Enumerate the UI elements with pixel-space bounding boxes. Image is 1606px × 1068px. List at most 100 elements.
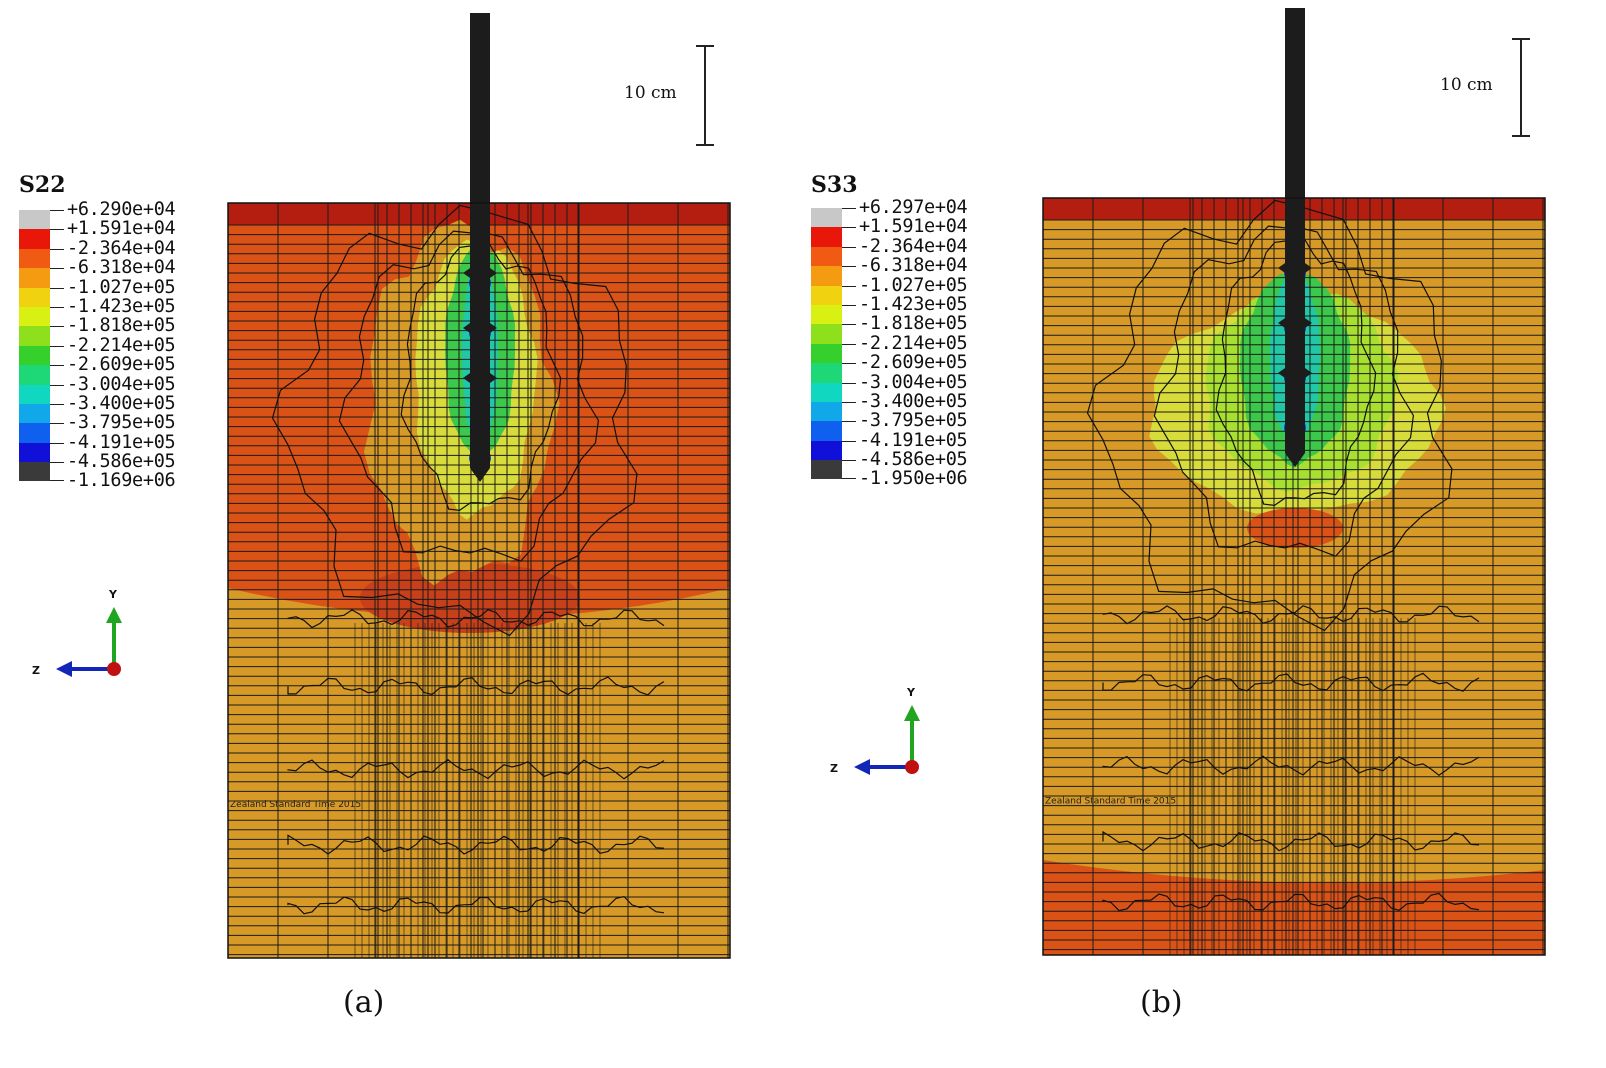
pile-helix <box>463 316 497 340</box>
contour-lines <box>1086 199 1480 912</box>
panel-b: S33 +6.297e+04 +1.591e+04 -2.364e+04 -6.318… <box>800 0 1606 1068</box>
legend-swatch <box>811 246 842 267</box>
legend-label: -3.004e+05 <box>859 371 968 393</box>
legend-label: -1.818e+05 <box>67 315 176 337</box>
y-axis-label: Y <box>906 686 916 699</box>
legend-tick <box>50 287 64 289</box>
legend-swatch <box>811 343 842 364</box>
contour-plot: Zealand Standard Time 2015 <box>1042 8 1546 956</box>
legend-label: -1.027e+05 <box>67 276 176 298</box>
y-arrow-head <box>106 607 122 623</box>
legend-label: -2.364e+04 <box>859 235 968 257</box>
pile-helix <box>1278 256 1312 280</box>
caption-a: (a) <box>343 985 385 1020</box>
legend-label: -2.214e+05 <box>67 334 176 356</box>
legend-tick <box>842 208 856 209</box>
y-arrow-head <box>904 705 920 721</box>
contour-line <box>338 230 600 562</box>
scale-bar <box>690 45 720 146</box>
legend-label: +1.591e+04 <box>67 218 176 240</box>
pile-shaft <box>470 13 490 468</box>
pile-helix <box>463 261 497 285</box>
legend-swatch <box>19 403 50 424</box>
contour-line <box>287 895 665 915</box>
scale-label: 10 cm <box>624 83 677 103</box>
contour-line <box>1153 225 1415 557</box>
legend-tick <box>842 246 856 248</box>
legend-swatch <box>19 423 50 443</box>
legend-swatch <box>811 208 842 228</box>
pile-helix <box>463 366 497 390</box>
contour-line <box>287 609 665 629</box>
legend-tick <box>842 478 856 480</box>
legend-label: -3.400e+05 <box>67 392 176 414</box>
contour-line <box>1102 672 1480 692</box>
legend-swatch <box>19 229 50 249</box>
legend-tick <box>50 423 64 425</box>
legend-label: -1.950e+06 <box>859 468 968 490</box>
pile-shaft <box>1285 8 1305 453</box>
legend-tick <box>842 227 856 229</box>
legend-swatch <box>19 268 50 288</box>
legend-label: -2.364e+04 <box>67 237 176 259</box>
axis-triad: Y Z <box>830 686 920 775</box>
legend-tick <box>50 384 64 386</box>
legend-label: +6.297e+04 <box>859 197 968 218</box>
legend-tick <box>50 442 64 444</box>
legend-tick <box>50 210 64 211</box>
domain-frame <box>227 202 731 959</box>
legend-swatch <box>811 440 842 461</box>
legend-tick <box>842 401 856 403</box>
legend-swatch <box>19 326 50 346</box>
legend-title: S33 <box>811 172 858 198</box>
pile-helix <box>1278 361 1312 385</box>
legend-tick <box>842 324 856 326</box>
legend-tick <box>50 268 64 270</box>
contour-line <box>287 676 665 696</box>
pile-tip <box>470 468 490 482</box>
legend-label: -4.191e+05 <box>67 431 176 453</box>
contour-line <box>1102 830 1480 852</box>
legend-swatch <box>811 460 842 480</box>
legend-tick <box>50 326 64 328</box>
timestamp-text: Zealand Standard Time 2015 <box>1045 797 1176 807</box>
legend-swatch <box>19 442 50 463</box>
legend-swatch <box>19 306 50 327</box>
legend-tick <box>842 343 856 345</box>
legend-swatch <box>811 227 842 247</box>
legend-label: -1.027e+05 <box>859 274 968 296</box>
legend-label: -1.818e+05 <box>859 313 968 335</box>
stress-zone-tip-pocket <box>1247 508 1343 548</box>
contour-line <box>1102 605 1480 625</box>
z-arrow-head <box>854 759 870 775</box>
contour-line <box>1102 892 1480 912</box>
legend-tick <box>842 363 856 365</box>
legend-tick <box>50 248 64 250</box>
legend-label: -2.214e+05 <box>859 332 968 354</box>
legend-label: -2.609e+05 <box>859 352 968 374</box>
contour-line <box>1086 199 1453 632</box>
legend-tick <box>842 266 856 268</box>
z-arrow-head <box>56 661 72 677</box>
legend-label: -3.795e+05 <box>67 412 176 434</box>
contour-line <box>287 834 665 855</box>
legend-tick <box>842 304 856 306</box>
legend-tick <box>50 345 64 347</box>
z-axis-label: Z <box>32 664 40 677</box>
legend-label: -2.609e+05 <box>67 354 176 376</box>
legend-tick <box>50 480 64 482</box>
legend-swatch <box>811 382 842 402</box>
pile-helix <box>1278 311 1312 335</box>
contour-line <box>1102 755 1480 777</box>
contour-line <box>1215 237 1377 507</box>
legend-label: -1.423e+05 <box>859 293 968 315</box>
legend-label: -3.400e+05 <box>859 390 968 412</box>
x-axis-origin <box>107 662 121 676</box>
contour-plot: Zealand Standard Time 2015 <box>227 13 731 959</box>
legend-label: -4.586e+05 <box>859 449 968 471</box>
legend-swatch <box>811 421 842 441</box>
caption-b: (b) <box>1140 985 1183 1020</box>
legend-swatch <box>19 365 50 385</box>
legend-label: -4.586e+05 <box>67 451 176 473</box>
legend-swatch <box>811 304 842 325</box>
